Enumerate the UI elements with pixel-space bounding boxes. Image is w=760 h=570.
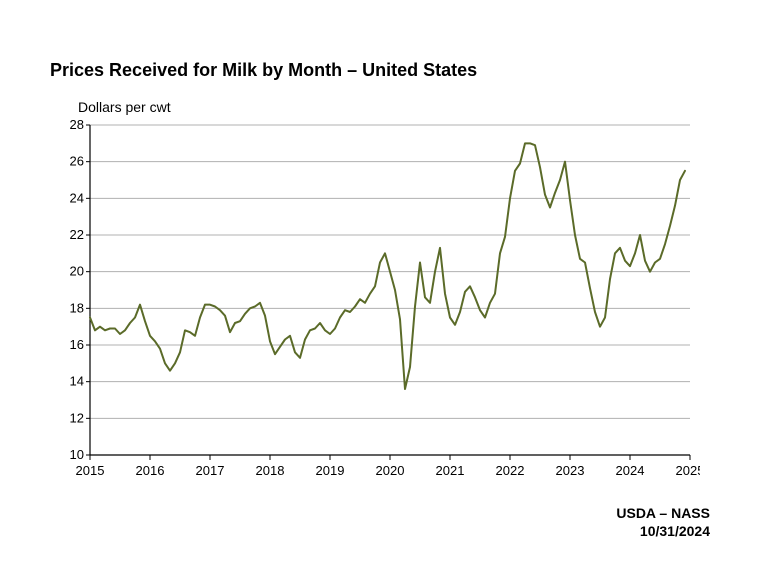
svg-text:2024: 2024	[616, 463, 645, 478]
svg-text:18: 18	[70, 300, 84, 315]
svg-text:2023: 2023	[556, 463, 585, 478]
svg-text:2022: 2022	[496, 463, 525, 478]
chart-footer: USDA – NASS 10/31/2024	[616, 504, 710, 540]
svg-text:2021: 2021	[436, 463, 465, 478]
svg-text:14: 14	[70, 374, 84, 389]
svg-text:12: 12	[70, 410, 84, 425]
y-axis-label: Dollars per cwt	[78, 99, 710, 115]
chart-title: Prices Received for Milk by Month – Unit…	[50, 60, 710, 81]
chart-area: 1012141618202224262820152016201720182019…	[50, 119, 710, 483]
svg-text:2018: 2018	[256, 463, 285, 478]
svg-text:2015: 2015	[76, 463, 105, 478]
svg-text:16: 16	[70, 337, 84, 352]
svg-text:24: 24	[70, 190, 84, 205]
svg-text:2020: 2020	[376, 463, 405, 478]
svg-text:2017: 2017	[196, 463, 225, 478]
line-chart-svg: 1012141618202224262820152016201720182019…	[50, 119, 700, 483]
footer-date: 10/31/2024	[616, 522, 710, 540]
svg-text:10: 10	[70, 447, 84, 462]
svg-text:20: 20	[70, 264, 84, 279]
svg-text:26: 26	[70, 154, 84, 169]
footer-org: USDA – NASS	[616, 504, 710, 522]
svg-text:22: 22	[70, 227, 84, 242]
svg-text:2016: 2016	[136, 463, 165, 478]
svg-text:2025: 2025	[676, 463, 700, 478]
svg-text:2019: 2019	[316, 463, 345, 478]
svg-text:28: 28	[70, 119, 84, 132]
